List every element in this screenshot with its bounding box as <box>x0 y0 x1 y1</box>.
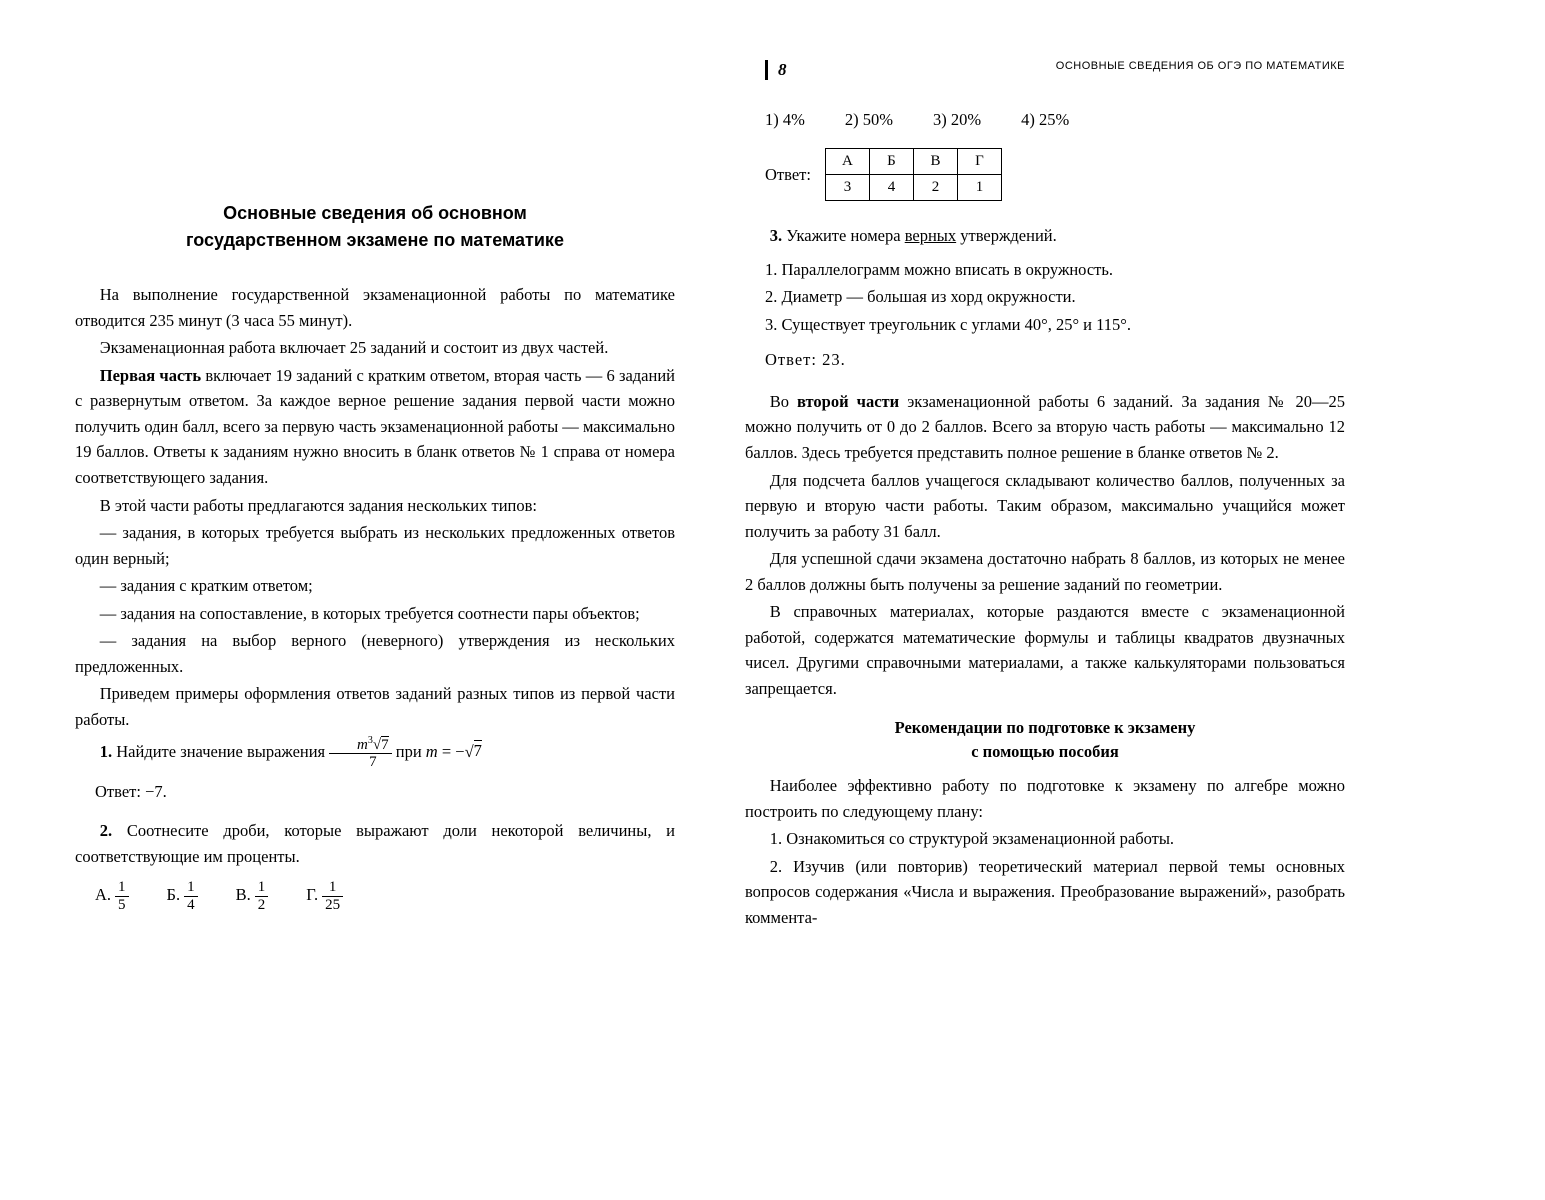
rec-heading-1: Рекомендации по подготовке к экзамену <box>895 718 1196 737</box>
task-1-fraction: m3√7 7 <box>329 735 391 771</box>
task-3-number: 3. <box>770 226 782 245</box>
task-3: 3. Укажите номера верных утверждений. <box>745 223 1345 249</box>
task-1-frac-num: m3√7 <box>329 735 391 755</box>
option-b-den: 4 <box>184 897 198 914</box>
fraction-options: А.15 Б.14 В.12 Г.125 <box>95 879 675 913</box>
para-part1: Первая часть включает 19 заданий с кратк… <box>75 363 675 491</box>
percent-options: 1) 4% 2) 50% 3) 20% 4) 25% <box>765 110 1345 130</box>
page-title: Основные сведения об основном государств… <box>75 200 675 254</box>
rec-para-2: 1. Ознакомиться со структурой экзаменаци… <box>745 826 1345 852</box>
bullet-3: — задания на сопоставление, в которых тр… <box>75 601 675 627</box>
task-2-text: Соотнесите дроби, которые выражают доли … <box>75 821 675 866</box>
para-types: В этой части работы предлагаются задания… <box>75 493 675 519</box>
statement-1: 1. Параллелограмм можно вписать в окружн… <box>765 257 1345 283</box>
page-number: 8 <box>765 60 787 80</box>
para-examples: Приведем примеры оформления ответов зада… <box>75 681 675 732</box>
td-a: 3 <box>825 175 869 201</box>
running-head: ОСНОВНЫЕ СВЕДЕНИЯ ОБ ОГЭ ПО МАТЕМАТИКЕ <box>1056 60 1345 72</box>
task-1-number: 1. <box>100 741 112 760</box>
th-v: В <box>913 149 957 175</box>
rec-para-1: Наиболее эффективно работу по подготовке… <box>745 773 1345 824</box>
answer-table: А Б В Г 3 4 2 1 <box>825 148 1002 201</box>
rec-para-3: 2. Изучив (или повторив) теоретический м… <box>745 854 1345 931</box>
option-b: Б.14 <box>167 879 198 913</box>
task-1-text-a: Найдите значение выражения <box>112 741 329 760</box>
para-passing: Для успешной сдачи экзамена достаточно н… <box>745 546 1345 597</box>
answer-table-value-row: 3 4 2 1 <box>825 175 1001 201</box>
option-v-num: 1 <box>255 879 269 897</box>
rec-heading-2: с помощью пособия <box>971 742 1119 761</box>
statement-3: 3. Существует треугольник с углами 40°, … <box>765 312 1345 338</box>
para-intro-1: На выполнение государственной экзаменаци… <box>75 282 675 333</box>
option-g: Г.125 <box>306 879 343 913</box>
bullet-1: — задания, в которых требуется выбрать и… <box>75 520 675 571</box>
answer-table-header-row: А Б В Г <box>825 149 1001 175</box>
option-b-label: Б. <box>167 885 181 904</box>
right-page: 8 ОСНОВНЫЕ СВЕДЕНИЯ ОБ ОГЭ ПО МАТЕМАТИКЕ… <box>745 60 1345 932</box>
task-2: 2. Соотнесите дроби, которые выражают до… <box>75 818 675 869</box>
option-g-label: Г. <box>306 885 318 904</box>
percent-option-3: 3) 20% <box>933 110 981 130</box>
td-v: 2 <box>913 175 957 201</box>
task-1-answer: Ответ: −7. <box>95 779 675 805</box>
task-2-number: 2. <box>100 821 112 840</box>
statement-2: 2. Диаметр — большая из хорд окружности. <box>765 284 1345 310</box>
page-header: 8 ОСНОВНЫЕ СВЕДЕНИЯ ОБ ОГЭ ПО МАТЕМАТИКЕ <box>745 60 1345 80</box>
option-a-label: А. <box>95 885 111 904</box>
option-v: В.12 <box>236 879 269 913</box>
para-reference: В справочных материалах, которые раздают… <box>745 599 1345 701</box>
bold-part1: Первая часть <box>100 366 201 385</box>
option-g-den: 25 <box>322 897 343 914</box>
para-scoring: Для подсчета баллов учащегося складывают… <box>745 468 1345 545</box>
title-line-1: Основные сведения об основном <box>223 203 527 223</box>
option-v-label: В. <box>236 885 251 904</box>
td-g: 1 <box>957 175 1001 201</box>
answer-label: Ответ: <box>765 165 811 185</box>
answer-table-wrap: Ответ: А Б В Г 3 4 2 1 <box>765 148 1345 201</box>
option-a: А.15 <box>95 879 129 913</box>
option-v-den: 2 <box>255 897 269 914</box>
task-3-text-a: Укажите номера <box>782 226 905 245</box>
bullet-4: — задания на выбор верного (неверного) у… <box>75 628 675 679</box>
bold-part2: второй части <box>797 392 899 411</box>
option-g-num: 1 <box>322 879 343 897</box>
title-line-2: государственном экзамене по математике <box>186 230 564 250</box>
task-3-underline: верных <box>905 226 956 245</box>
task-3-text-b: утверждений. <box>956 226 1057 245</box>
option-a-num: 1 <box>115 879 129 897</box>
td-b: 4 <box>869 175 913 201</box>
para-intro-2: Экзаменационная работа включает 25 задан… <box>75 335 675 361</box>
task-3-answer: Ответ: 23. <box>765 347 1345 373</box>
percent-option-2: 2) 50% <box>845 110 893 130</box>
percent-option-4: 4) 25% <box>1021 110 1069 130</box>
left-page: Основные сведения об основном государств… <box>75 200 675 921</box>
percent-option-1: 1) 4% <box>765 110 805 130</box>
recommendations-heading: Рекомендации по подготовке к экзамену с … <box>745 716 1345 766</box>
task-1-text-b: при m = −√7 <box>396 740 482 760</box>
bullet-2: — задания с кратким ответом; <box>75 573 675 599</box>
th-b: Б <box>869 149 913 175</box>
para-part2-a: Во <box>770 392 797 411</box>
task-1-frac-den: 7 <box>329 754 391 771</box>
th-g: Г <box>957 149 1001 175</box>
option-b-num: 1 <box>184 879 198 897</box>
para-part2: Во второй части экзаменационной работы 6… <box>745 389 1345 466</box>
task-1: 1. Найдите значение выражения m3√7 7 при… <box>75 735 675 771</box>
th-a: А <box>825 149 869 175</box>
option-a-den: 5 <box>115 897 129 914</box>
